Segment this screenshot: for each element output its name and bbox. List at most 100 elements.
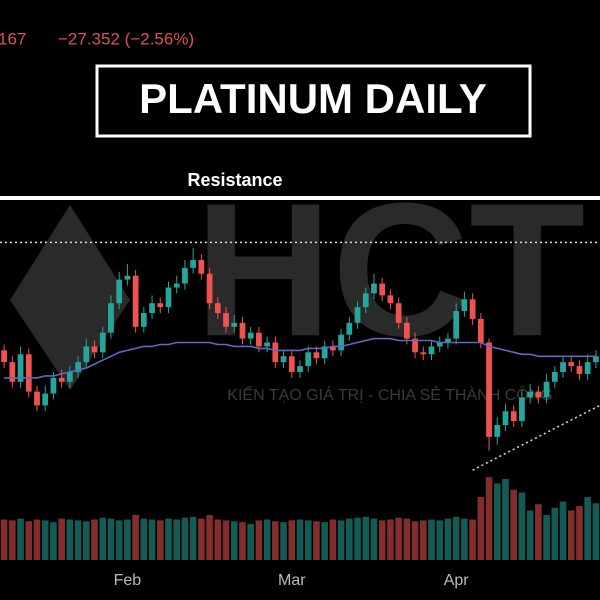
volume-bar [370,518,378,560]
candle-body [288,356,295,372]
candle-body [1,350,7,363]
volume-bar [313,521,320,560]
volume-bar [411,521,419,560]
x-tick-label: Feb [114,572,142,589]
candle-body [338,334,344,351]
candle-body [157,303,164,308]
volume-bar [362,516,370,560]
volume-bar [181,517,189,560]
candle-body [576,366,583,374]
candle-body [99,332,106,353]
volume-bar [477,497,485,560]
volume-bar [91,519,98,560]
volume-bar [0,519,8,560]
volume-bar [387,519,394,560]
volume-bar [255,520,263,560]
volume-bar [403,518,411,560]
price-fragment: 167 [0,29,26,48]
volume-bar [99,517,107,560]
volume-bar [124,519,131,560]
candle-body [231,322,238,327]
candle-body [58,377,65,382]
candle-body [535,391,542,398]
volume-bar [543,515,550,560]
candle-body [469,299,476,319]
volume-bar [58,518,65,560]
volume-bar [452,516,460,560]
volume-bar [140,518,148,560]
candle-body [510,411,517,422]
candle-body [34,391,40,406]
candle-body [584,362,591,374]
volume-bar [296,519,304,560]
candle-body [132,275,139,327]
volume-bar [83,521,90,560]
candle-body [371,283,377,294]
candle-body [256,332,262,347]
candle-body [182,267,188,284]
volume-bar [17,518,24,560]
volume-bar [41,520,49,560]
volume-bar [189,516,197,560]
candle-body [140,313,147,327]
candle-body [214,303,221,314]
volume-bar [280,522,287,560]
volume-bar [502,479,509,560]
candle-body [149,303,155,314]
volume-bar [165,518,172,560]
volume-bar [567,510,575,560]
candle-body [247,332,254,339]
volume-bar [272,521,279,560]
candle-body [395,303,402,323]
candle-body [403,322,410,339]
volume-bar [156,520,164,560]
candle-body [313,352,320,359]
watermark-slogan: KIẾN TẠO GIÁ TRỊ - CHIA SẺ THÀNH CÔNG [227,385,552,404]
candle-body [25,354,32,392]
volume-bar [535,504,542,560]
volume-bar [576,506,583,560]
volume-bar [428,519,435,560]
candle-body [502,411,509,425]
candle-body [305,352,312,367]
candle-body [593,356,599,363]
volume-bar [132,515,139,560]
volume-bar [584,497,591,560]
candle-body [239,322,246,339]
candle-body [108,303,114,333]
candle-body [17,354,24,382]
candle-body [527,391,534,398]
candle-body [428,346,435,355]
x-tick-label: Apr [444,572,470,589]
title-box [95,64,532,138]
candle-body [420,352,427,355]
volume-bar [436,520,444,560]
watermark-logo: HCT [195,164,585,376]
candle-body [461,299,468,312]
volume-bar [420,520,427,560]
volume-bar [50,522,57,560]
volume-bar [337,520,345,560]
candle-body [436,342,443,347]
volume-bar [354,517,361,560]
trendline [472,404,600,471]
candle-body [223,313,229,327]
candle-body [173,283,180,288]
candle-body [42,393,49,406]
volume-bar [510,489,517,560]
candle-body [346,322,353,335]
candle-body [272,342,279,363]
candle-body [445,338,451,343]
candle-body [116,279,123,304]
volume-bar [592,503,600,560]
resistance-label: Resistance [187,170,282,190]
candle-body [551,371,558,382]
x-tick-label: Mar [278,572,306,589]
volume-bar [173,519,180,560]
candle-body [354,307,361,323]
candle-body [519,397,525,422]
volume-bar [551,507,559,560]
candle-body [560,362,566,372]
candle-body [477,318,484,343]
candle-body [330,346,336,351]
